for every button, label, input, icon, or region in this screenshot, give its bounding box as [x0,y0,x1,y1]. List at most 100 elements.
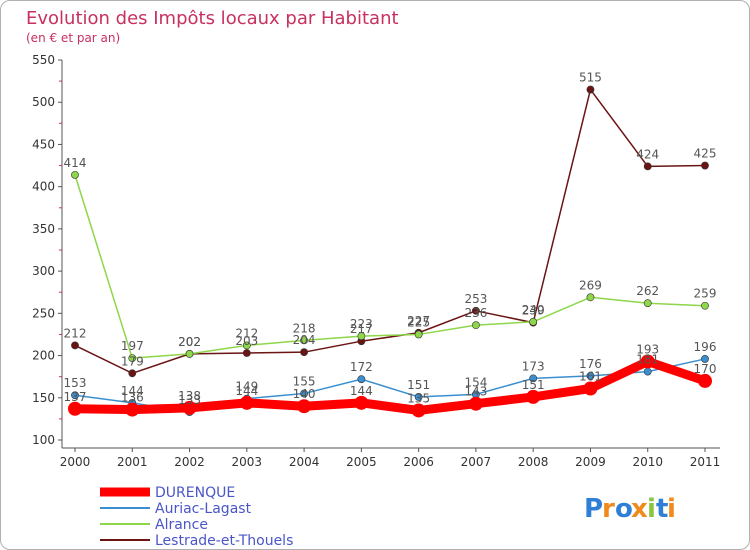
x-tick-label: 2009 [575,455,606,469]
data-label: 179 [121,354,144,368]
data-label: 212 [64,326,87,340]
legend-label: Auriac-Lagast [155,501,252,517]
data-label: 155 [293,375,316,389]
series-alrance [71,171,708,361]
data-point [644,163,651,170]
data-label: 239 [522,304,545,318]
x-tick-label: 2011 [690,455,721,469]
x-tick-label: 2006 [403,455,434,469]
y-tick-label: 150 [32,391,55,405]
data-point [297,399,311,413]
data-label: 173 [522,359,545,373]
data-point [526,390,540,404]
series-durenque [68,354,712,417]
x-tick-label: 2001 [117,455,148,469]
y-tick-label: 450 [32,137,55,151]
data-point [354,396,368,410]
data-label: 515 [579,71,602,85]
y-tick-label: 100 [32,433,55,447]
data-point [469,397,483,411]
x-tick-label: 2005 [346,455,377,469]
x-tick-label: 2010 [632,455,663,469]
data-point [701,302,708,309]
y-tick-label: 200 [32,349,55,363]
data-point [415,331,422,338]
data-label: 259 [694,287,717,301]
data-label: 151 [522,378,545,392]
legend-label: Alrance [155,517,208,533]
data-label: 236 [464,306,487,320]
data-point [186,350,193,357]
data-label: 140 [293,387,316,401]
logo-letter: i [667,494,676,524]
data-point [587,86,594,93]
data-label: 161 [579,369,602,383]
data-label: 144 [350,384,373,398]
data-point [68,402,82,416]
data-label: 217 [350,322,373,336]
series-lestrade-et-thouels [71,86,708,377]
data-label: 133 [178,393,201,407]
data-label: 137 [64,390,87,404]
y-tick-label: 300 [32,264,55,278]
data-point [243,349,250,356]
legend-label: Lestrade-et-Thouels [155,533,293,549]
data-point [125,403,139,417]
legend-label: DURENQUE [155,485,235,501]
data-label: 204 [293,333,316,347]
x-tick-label: 2004 [289,455,320,469]
logo-letter: P [584,494,603,524]
x-tick-label: 2007 [461,455,492,469]
x-tick-label: 2002 [174,455,205,469]
y-tick-label: 350 [32,222,55,236]
series-line [75,175,705,358]
data-label: 227 [407,314,430,328]
data-point [587,294,594,301]
data-point [71,342,78,349]
data-label: 172 [350,360,373,374]
data-point [644,368,651,375]
data-point [240,396,254,410]
data-point [698,374,712,388]
data-label: 181 [636,353,659,367]
data-point [472,322,479,329]
logo-letter: i [647,494,656,524]
data-label: 262 [636,284,659,298]
data-point [583,381,597,395]
data-label: 135 [407,391,430,405]
data-point [300,349,307,356]
data-label: 414 [64,156,87,170]
data-label: 202 [178,335,201,349]
data-label: 144 [121,384,144,398]
x-tick-label: 2000 [60,455,91,469]
series-line [75,361,705,410]
data-label: 425 [694,147,717,161]
data-point [530,318,537,325]
series-line [75,90,705,374]
data-label: 151 [407,378,430,392]
y-tick-label: 500 [32,95,55,109]
data-label: 197 [121,339,144,353]
chart-title: Evolution des Impôts locaux par Habitant [26,8,399,29]
data-label: 170 [694,362,717,376]
data-label: 203 [235,334,258,348]
data-point [71,171,78,178]
data-point [701,162,708,169]
data-label: 153 [64,376,87,390]
data-point [644,300,651,307]
data-label: 154 [464,375,487,389]
data-label: 269 [579,278,602,292]
chart: Evolution des Impôts locaux par Habitant… [0,0,750,550]
y-tick-label: 250 [32,306,55,320]
data-label: 176 [579,357,602,371]
y-tick-label: 400 [32,180,55,194]
x-tick-label: 2008 [518,455,549,469]
data-point [412,403,426,417]
data-label: 253 [464,292,487,306]
proxiti-logo: Pr ox i ti [584,494,676,524]
data-label: 149 [235,380,258,394]
chart-subtitle: (en € et par an) [26,31,120,45]
data-label: 196 [694,340,717,354]
logo-letter: r [602,494,615,524]
x-tick-label: 2003 [232,455,263,469]
